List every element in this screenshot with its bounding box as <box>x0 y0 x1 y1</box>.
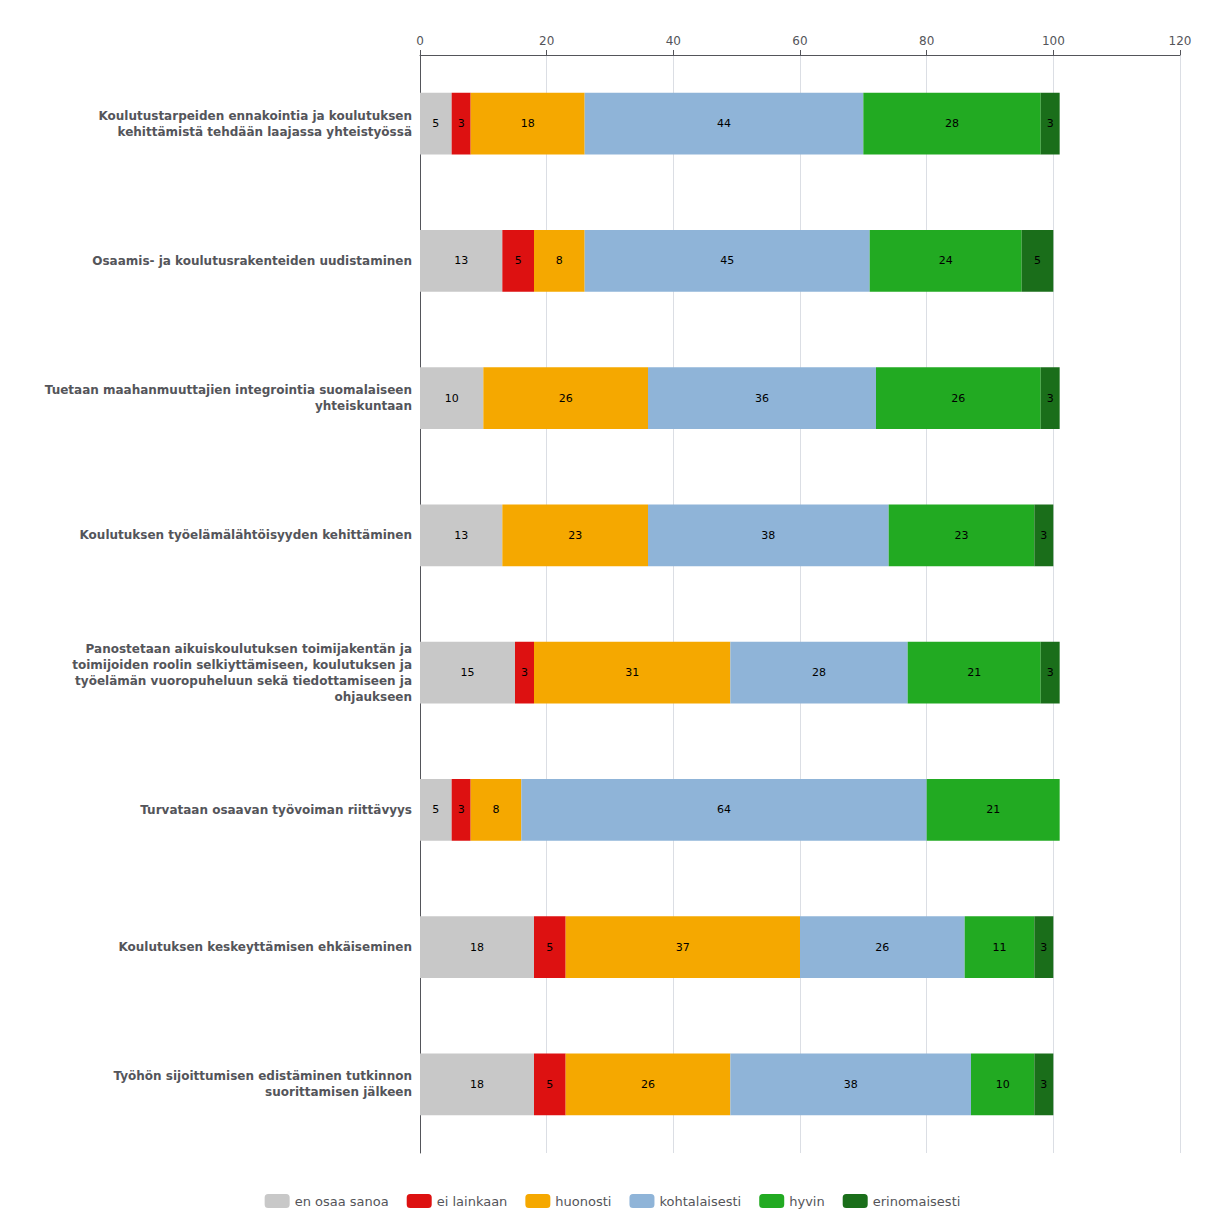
svg-text:en osaa sanoa: en osaa sanoa <box>295 1194 389 1209</box>
svg-text:5: 5 <box>1034 254 1041 267</box>
svg-text:11: 11 <box>993 941 1007 954</box>
svg-text:44: 44 <box>717 117 731 130</box>
svg-text:3: 3 <box>1047 392 1054 405</box>
svg-text:60: 60 <box>792 34 807 48</box>
svg-text:38: 38 <box>844 1078 858 1091</box>
svg-text:3: 3 <box>458 803 465 816</box>
svg-text:3: 3 <box>1040 941 1047 954</box>
svg-text:100: 100 <box>1042 34 1065 48</box>
svg-text:5: 5 <box>546 1078 553 1091</box>
svg-text:26: 26 <box>951 392 965 405</box>
svg-text:3: 3 <box>1040 1078 1047 1091</box>
svg-text:18: 18 <box>521 117 535 130</box>
svg-text:5: 5 <box>546 941 553 954</box>
svg-text:Panostetaan aikuiskoulutuksen: Panostetaan aikuiskoulutuksen toimijaken… <box>86 642 412 656</box>
svg-text:24: 24 <box>939 254 953 267</box>
svg-text:13: 13 <box>454 254 468 267</box>
svg-text:suorittamisen jälkeen: suorittamisen jälkeen <box>265 1085 412 1099</box>
svg-text:3: 3 <box>1047 666 1054 679</box>
svg-text:huonosti: huonosti <box>555 1194 611 1209</box>
svg-text:8: 8 <box>493 803 500 816</box>
svg-text:3: 3 <box>458 117 465 130</box>
svg-text:yhteiskuntaan: yhteiskuntaan <box>315 399 412 413</box>
svg-text:3: 3 <box>1047 117 1054 130</box>
svg-text:Koulutuksen keskeyttämisen ehk: Koulutuksen keskeyttämisen ehkäiseminen <box>118 940 412 954</box>
svg-text:21: 21 <box>986 803 1000 816</box>
svg-text:40: 40 <box>666 34 681 48</box>
svg-text:Koulutuksen työelämälähtöisyyd: Koulutuksen työelämälähtöisyyden kehittä… <box>80 528 413 542</box>
svg-text:3: 3 <box>521 666 528 679</box>
svg-text:5: 5 <box>432 803 439 816</box>
svg-text:45: 45 <box>720 254 734 267</box>
svg-text:23: 23 <box>955 529 969 542</box>
svg-text:toimijoiden roolin selkiyttämi: toimijoiden roolin selkiyttämiseen, koul… <box>72 658 412 672</box>
svg-text:26: 26 <box>641 1078 655 1091</box>
svg-text:10: 10 <box>445 392 459 405</box>
svg-text:hyvin: hyvin <box>789 1194 824 1209</box>
svg-text:26: 26 <box>875 941 889 954</box>
svg-text:23: 23 <box>568 529 582 542</box>
svg-text:37: 37 <box>676 941 690 954</box>
svg-text:13: 13 <box>454 529 468 542</box>
svg-text:38: 38 <box>761 529 775 542</box>
svg-text:0: 0 <box>416 34 424 48</box>
svg-text:80: 80 <box>919 34 934 48</box>
svg-text:120: 120 <box>1169 34 1192 48</box>
svg-text:36: 36 <box>755 392 769 405</box>
svg-text:ohjaukseen: ohjaukseen <box>335 690 412 704</box>
svg-text:18: 18 <box>470 1078 484 1091</box>
svg-text:15: 15 <box>461 666 475 679</box>
svg-text:työelämän vuoropuheluun sekä t: työelämän vuoropuheluun sekä tiedottamis… <box>75 674 412 688</box>
svg-text:Työhön sijoittumisen edistämin: Työhön sijoittumisen edistäminen tutkinn… <box>113 1069 412 1083</box>
svg-text:26: 26 <box>559 392 573 405</box>
svg-text:31: 31 <box>625 666 639 679</box>
svg-text:kehittämistä tehdään laajassa: kehittämistä tehdään laajassa yhteistyös… <box>118 125 412 139</box>
svg-text:Tuetaan maahanmuuttajien integ: Tuetaan maahanmuuttajien integrointia su… <box>45 383 412 397</box>
svg-text:Osaamis- ja koulutusrakenteide: Osaamis- ja koulutusrakenteiden uudistam… <box>92 254 412 268</box>
svg-text:Koulutustarpeiden ennakointia: Koulutustarpeiden ennakointia ja koulutu… <box>98 109 412 123</box>
svg-text:10: 10 <box>996 1078 1010 1091</box>
svg-text:28: 28 <box>945 117 959 130</box>
svg-text:21: 21 <box>967 666 981 679</box>
svg-text:8: 8 <box>556 254 563 267</box>
svg-text:64: 64 <box>717 803 731 816</box>
svg-text:20: 20 <box>539 34 554 48</box>
svg-text:3: 3 <box>1040 529 1047 542</box>
svg-text:5: 5 <box>515 254 522 267</box>
svg-text:28: 28 <box>812 666 826 679</box>
svg-text:5: 5 <box>432 117 439 130</box>
svg-text:kohtalaisesti: kohtalaisesti <box>659 1194 741 1209</box>
svg-text:18: 18 <box>470 941 484 954</box>
svg-text:erinomaisesti: erinomaisesti <box>873 1194 961 1209</box>
svg-text:Turvataan osaavan työvoiman ri: Turvataan osaavan työvoiman riittävyys <box>140 803 412 817</box>
svg-text:ei lainkaan: ei lainkaan <box>437 1194 508 1209</box>
